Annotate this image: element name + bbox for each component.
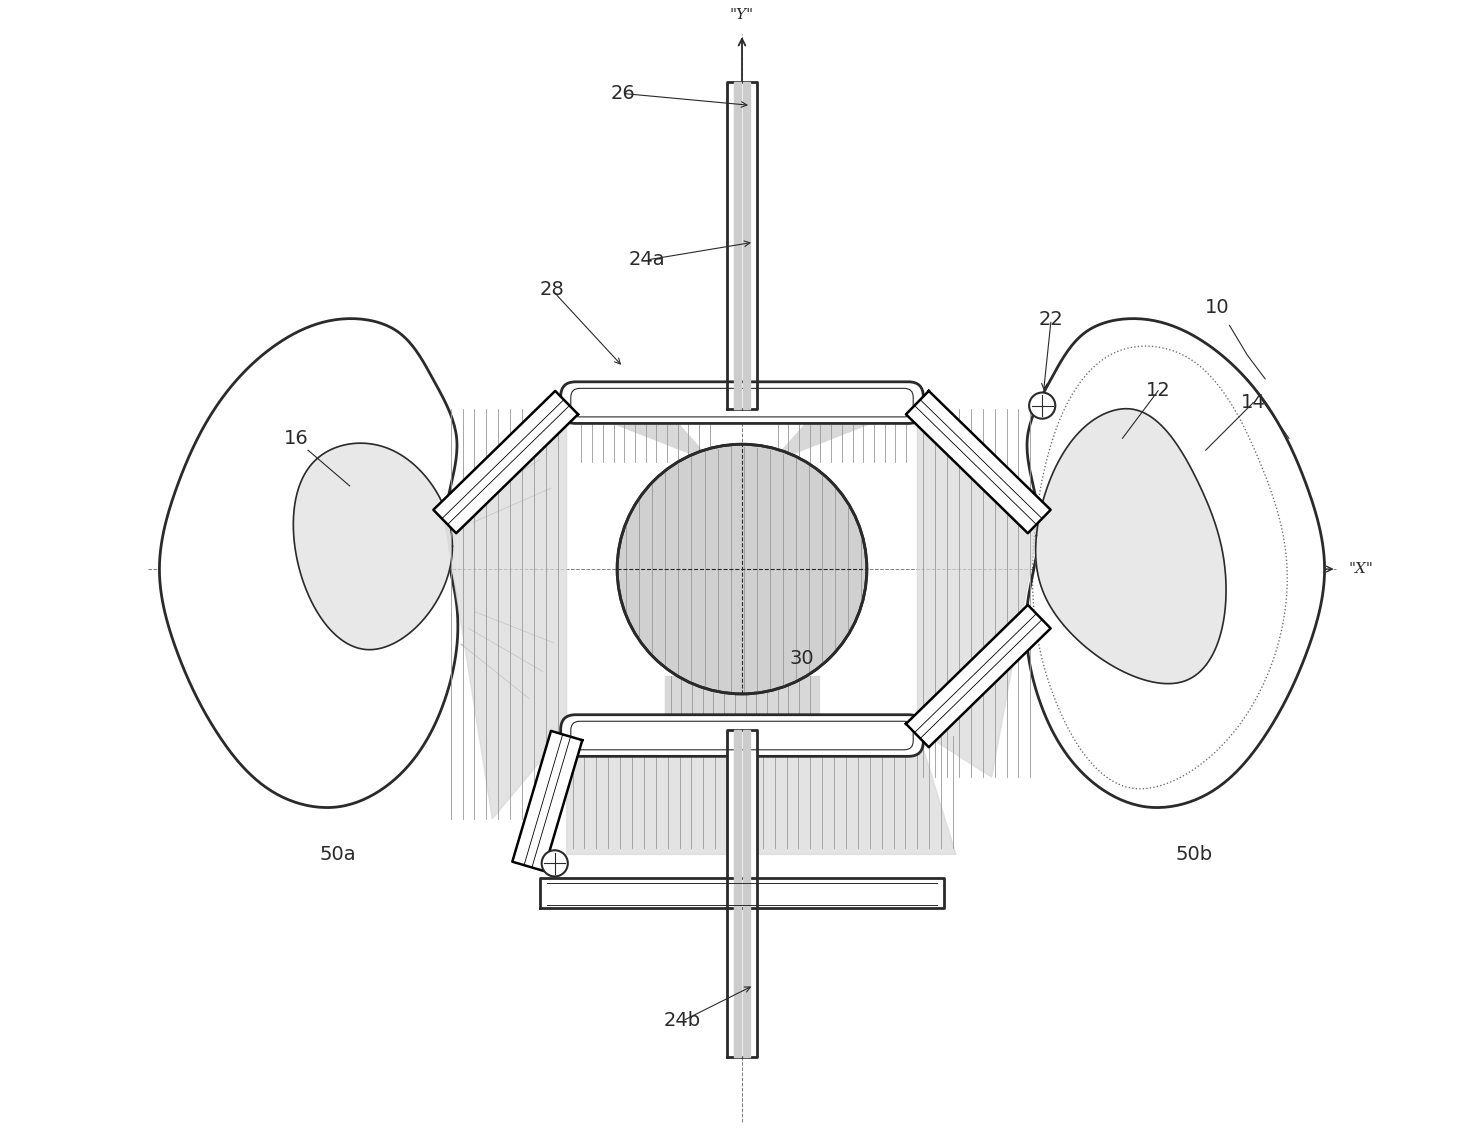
Text: 10: 10 (1205, 298, 1230, 318)
Text: 26: 26 (611, 84, 635, 104)
Text: 30: 30 (789, 649, 813, 668)
Polygon shape (917, 409, 1039, 777)
Polygon shape (665, 676, 819, 748)
Circle shape (617, 444, 867, 694)
Polygon shape (159, 319, 459, 808)
Text: "X": "X" (1349, 562, 1373, 576)
Circle shape (542, 850, 568, 876)
Text: 50b: 50b (1175, 844, 1212, 864)
Polygon shape (905, 605, 1051, 748)
Text: 16: 16 (283, 429, 309, 447)
Text: 24a: 24a (629, 250, 665, 270)
Text: "Y": "Y" (730, 8, 754, 22)
Polygon shape (772, 409, 908, 462)
Circle shape (1028, 393, 1055, 419)
Polygon shape (905, 391, 1051, 534)
Text: 24b: 24b (663, 1012, 700, 1030)
Polygon shape (567, 729, 956, 855)
FancyBboxPatch shape (561, 715, 923, 757)
Polygon shape (727, 729, 757, 1056)
Polygon shape (733, 729, 741, 1056)
Polygon shape (727, 82, 757, 409)
Text: 22: 22 (1039, 310, 1064, 329)
Polygon shape (743, 729, 751, 1056)
Polygon shape (1025, 319, 1325, 808)
Polygon shape (540, 879, 944, 908)
Polygon shape (576, 409, 712, 462)
Text: 12: 12 (1146, 381, 1171, 401)
Polygon shape (445, 409, 567, 818)
FancyBboxPatch shape (561, 382, 923, 423)
Polygon shape (512, 731, 582, 871)
Polygon shape (743, 82, 751, 409)
Text: 50a: 50a (319, 844, 356, 864)
Text: 14: 14 (1241, 393, 1266, 412)
Text: 28: 28 (539, 280, 564, 299)
Polygon shape (433, 391, 579, 534)
Polygon shape (294, 443, 453, 650)
Polygon shape (733, 82, 741, 409)
Polygon shape (1036, 409, 1226, 684)
